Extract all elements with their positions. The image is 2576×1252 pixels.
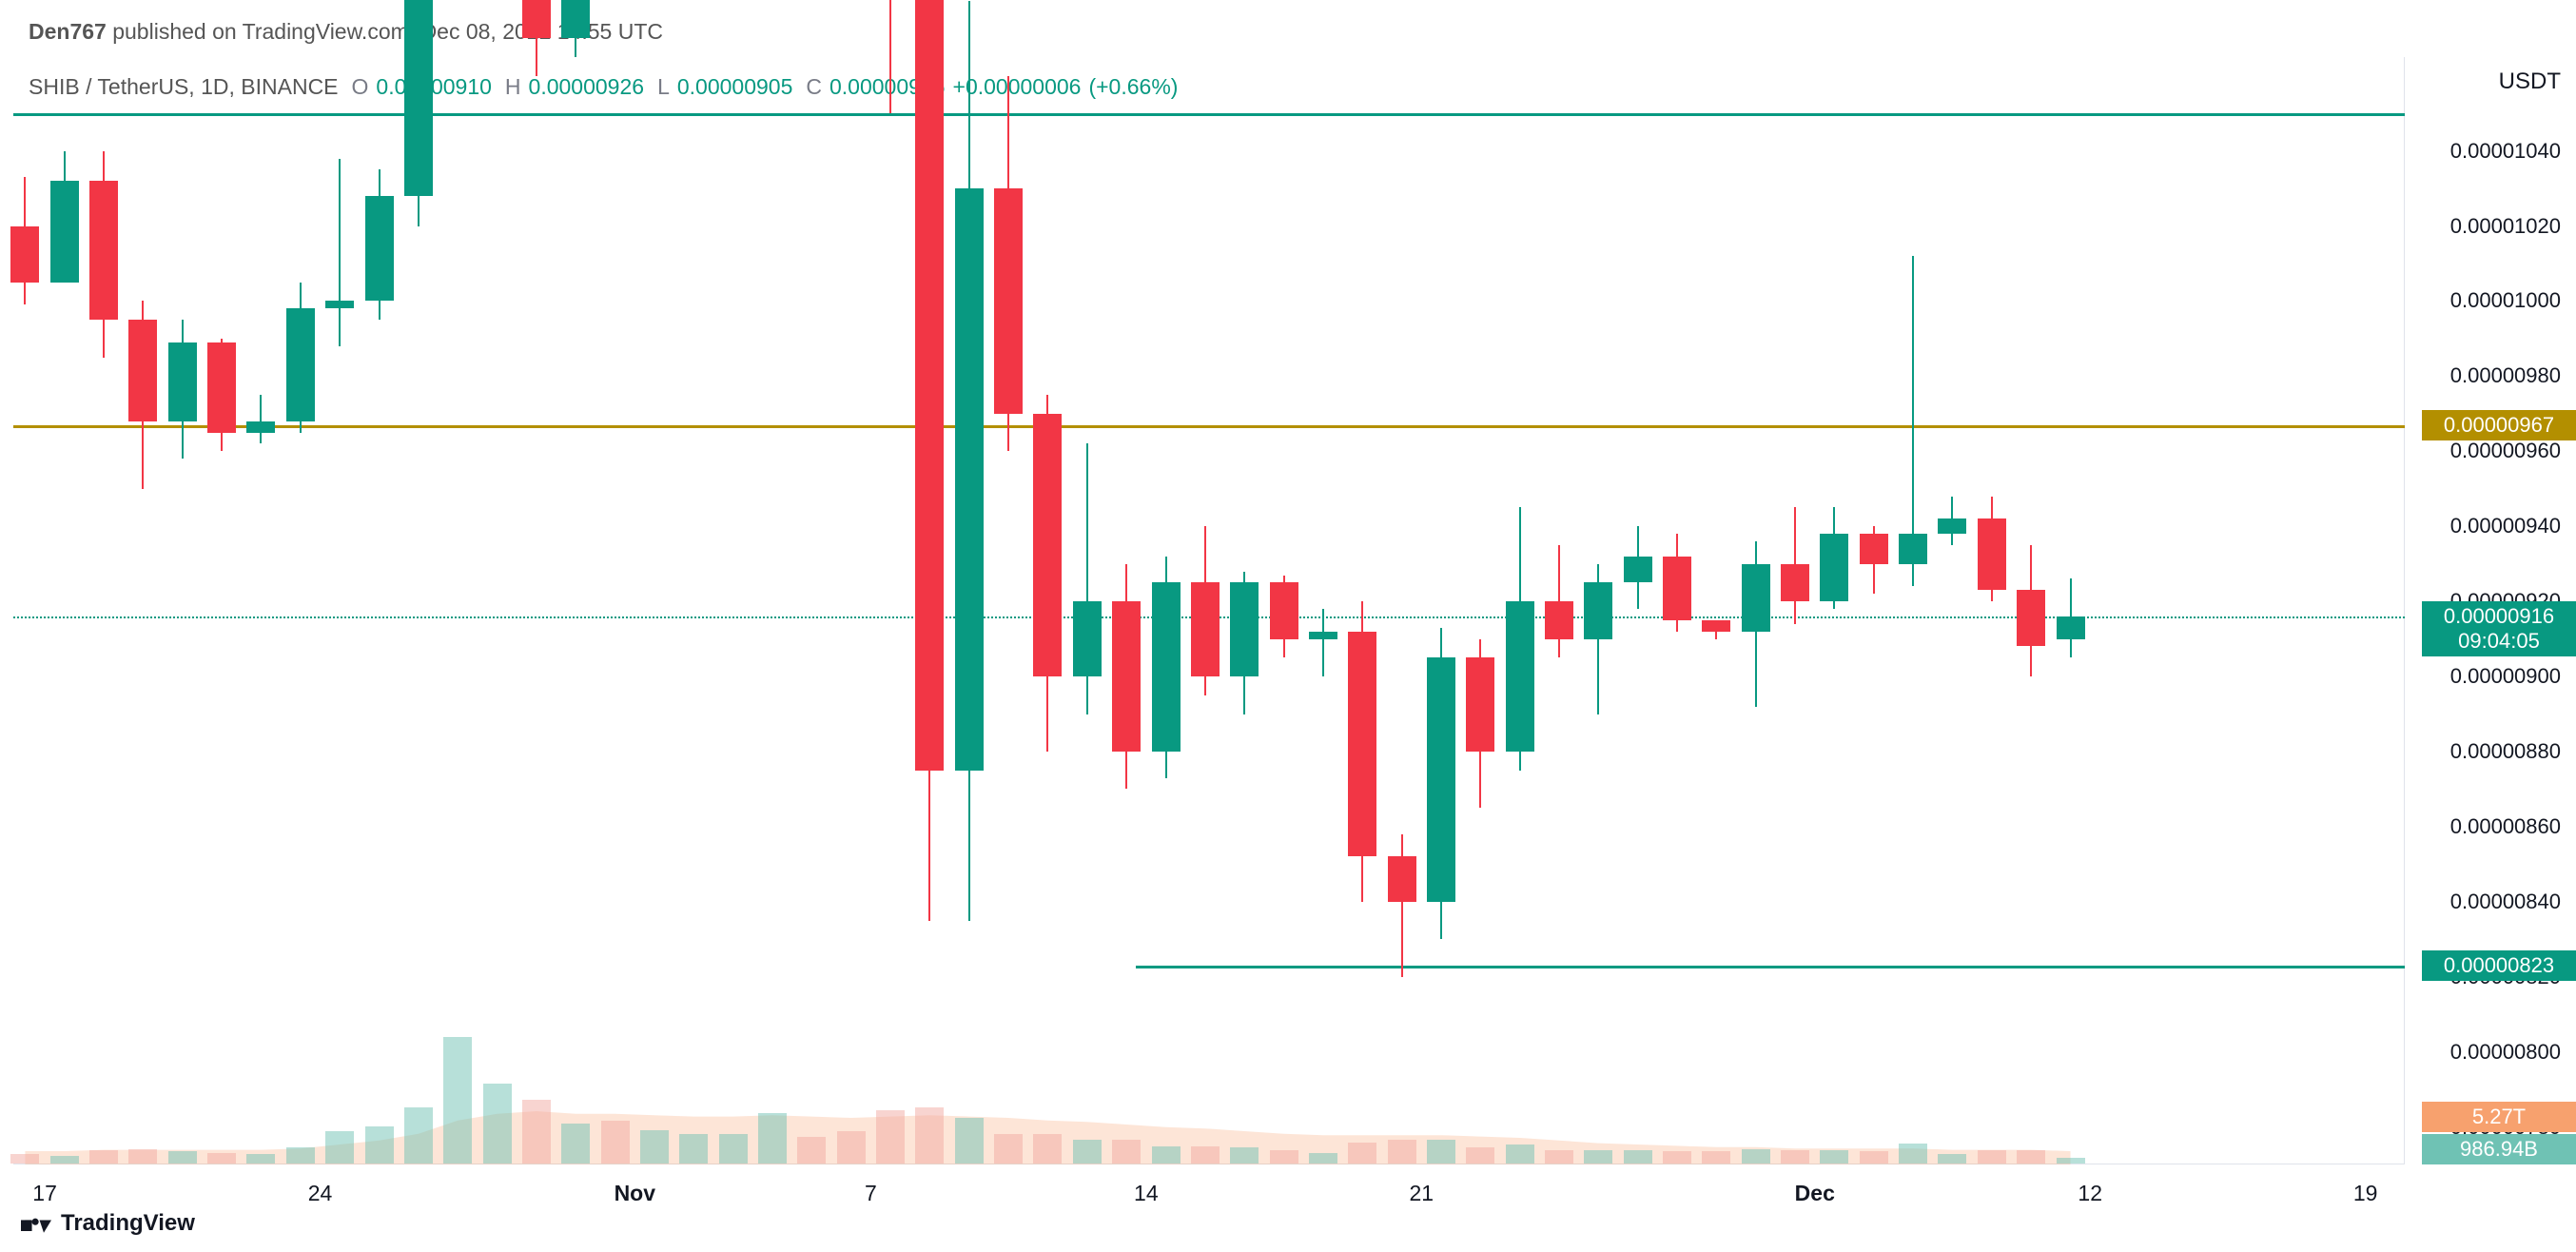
time-tick: 24 bbox=[308, 1181, 333, 1206]
candle[interactable] bbox=[10, 57, 39, 1164]
candle[interactable] bbox=[1230, 57, 1259, 1164]
candle[interactable] bbox=[325, 57, 354, 1164]
tradingview-footer: TradingView bbox=[21, 1210, 195, 1237]
candle[interactable] bbox=[679, 57, 708, 1164]
candle[interactable] bbox=[1781, 57, 1809, 1164]
candle[interactable] bbox=[365, 57, 394, 1164]
time-tick: 14 bbox=[1134, 1181, 1159, 1206]
time-tick: Nov bbox=[615, 1181, 655, 1206]
candle[interactable] bbox=[1820, 57, 1848, 1164]
price-tick: 0.00000840 bbox=[2450, 890, 2561, 914]
candle[interactable] bbox=[1506, 57, 1534, 1164]
candle[interactable] bbox=[168, 57, 197, 1164]
candle[interactable] bbox=[1112, 57, 1141, 1164]
price-tick: 0.00000940 bbox=[2450, 514, 2561, 538]
candle[interactable] bbox=[1584, 57, 1612, 1164]
volume-label-box: 5.27T bbox=[2422, 1102, 2576, 1132]
candle[interactable] bbox=[1270, 57, 1298, 1164]
time-tick: 21 bbox=[1409, 1181, 1434, 1206]
price-axis[interactable]: 0.00001040 0.00001020 0.00001000 0.00000980… bbox=[2405, 57, 2576, 1164]
candle[interactable] bbox=[1466, 57, 1494, 1164]
price-label-box: 0.0000091609:04:05 bbox=[2422, 601, 2576, 656]
candle[interactable] bbox=[404, 57, 433, 1164]
candle[interactable] bbox=[1938, 57, 1966, 1164]
candle[interactable] bbox=[522, 57, 551, 1164]
candle[interactable] bbox=[1073, 57, 1102, 1164]
candle[interactable] bbox=[2017, 57, 2045, 1164]
author: Den767 bbox=[29, 19, 107, 44]
candle[interactable] bbox=[1978, 57, 2006, 1164]
price-tick: 0.00000900 bbox=[2450, 664, 2561, 689]
candle[interactable] bbox=[2057, 57, 2085, 1164]
tradingview-footer-text: TradingView bbox=[61, 1210, 195, 1237]
price-tick: 0.00000880 bbox=[2450, 739, 2561, 764]
price-tick: 0.00000800 bbox=[2450, 1040, 2561, 1065]
candle[interactable] bbox=[1702, 57, 1730, 1164]
candle[interactable] bbox=[1309, 57, 1337, 1164]
candle[interactable] bbox=[1152, 57, 1181, 1164]
candle[interactable] bbox=[719, 57, 748, 1164]
time-tick: 12 bbox=[2078, 1181, 2102, 1206]
price-tick: 0.00000860 bbox=[2450, 814, 2561, 839]
candle[interactable] bbox=[561, 57, 590, 1164]
candle[interactable] bbox=[1427, 57, 1455, 1164]
candle[interactable] bbox=[286, 57, 315, 1164]
candle[interactable] bbox=[443, 57, 472, 1164]
candle[interactable] bbox=[89, 57, 118, 1164]
time-tick: 19 bbox=[2353, 1181, 2378, 1206]
candle[interactable] bbox=[837, 57, 866, 1164]
candle[interactable] bbox=[955, 57, 984, 1164]
candle[interactable] bbox=[1348, 57, 1376, 1164]
time-tick: 7 bbox=[865, 1181, 877, 1206]
candle[interactable] bbox=[483, 57, 512, 1164]
price-tick: 0.00000960 bbox=[2450, 439, 2561, 463]
candle[interactable] bbox=[797, 57, 826, 1164]
candle[interactable] bbox=[1742, 57, 1770, 1164]
candle[interactable] bbox=[1860, 57, 1888, 1164]
candle[interactable] bbox=[1545, 57, 1573, 1164]
tradingview-logo-icon bbox=[21, 1214, 51, 1233]
candle[interactable] bbox=[1388, 57, 1416, 1164]
candle[interactable] bbox=[915, 57, 944, 1164]
time-axis[interactable]: 1724Nov71421Dec1219262023 bbox=[13, 1166, 2405, 1223]
candle[interactable] bbox=[1663, 57, 1691, 1164]
candle[interactable] bbox=[207, 57, 236, 1164]
candle[interactable] bbox=[1899, 57, 1927, 1164]
candle[interactable] bbox=[1191, 57, 1220, 1164]
price-label-box: 0.00000823 bbox=[2422, 950, 2576, 981]
price-tick: 0.00000980 bbox=[2450, 363, 2561, 388]
published-on: published on TradingView.com, bbox=[112, 19, 415, 44]
candle[interactable] bbox=[994, 57, 1023, 1164]
candle[interactable] bbox=[1033, 57, 1062, 1164]
price-tick: 0.00001020 bbox=[2450, 214, 2561, 239]
candle[interactable] bbox=[246, 57, 275, 1164]
time-tick: 17 bbox=[32, 1181, 57, 1206]
time-tick: Dec bbox=[1795, 1181, 1835, 1206]
candlestick-chart[interactable] bbox=[13, 57, 2405, 1164]
candle[interactable] bbox=[758, 57, 787, 1164]
candle[interactable] bbox=[128, 57, 157, 1164]
price-label-box: 0.00000967 bbox=[2422, 410, 2576, 440]
candle[interactable] bbox=[1624, 57, 1652, 1164]
candle[interactable] bbox=[876, 57, 905, 1164]
candle[interactable] bbox=[601, 57, 630, 1164]
volume-label-box: 986.94B bbox=[2422, 1134, 2576, 1164]
candle[interactable] bbox=[50, 57, 79, 1164]
candle[interactable] bbox=[640, 57, 669, 1164]
price-tick: 0.00001000 bbox=[2450, 288, 2561, 313]
price-tick: 0.00001040 bbox=[2450, 139, 2561, 164]
